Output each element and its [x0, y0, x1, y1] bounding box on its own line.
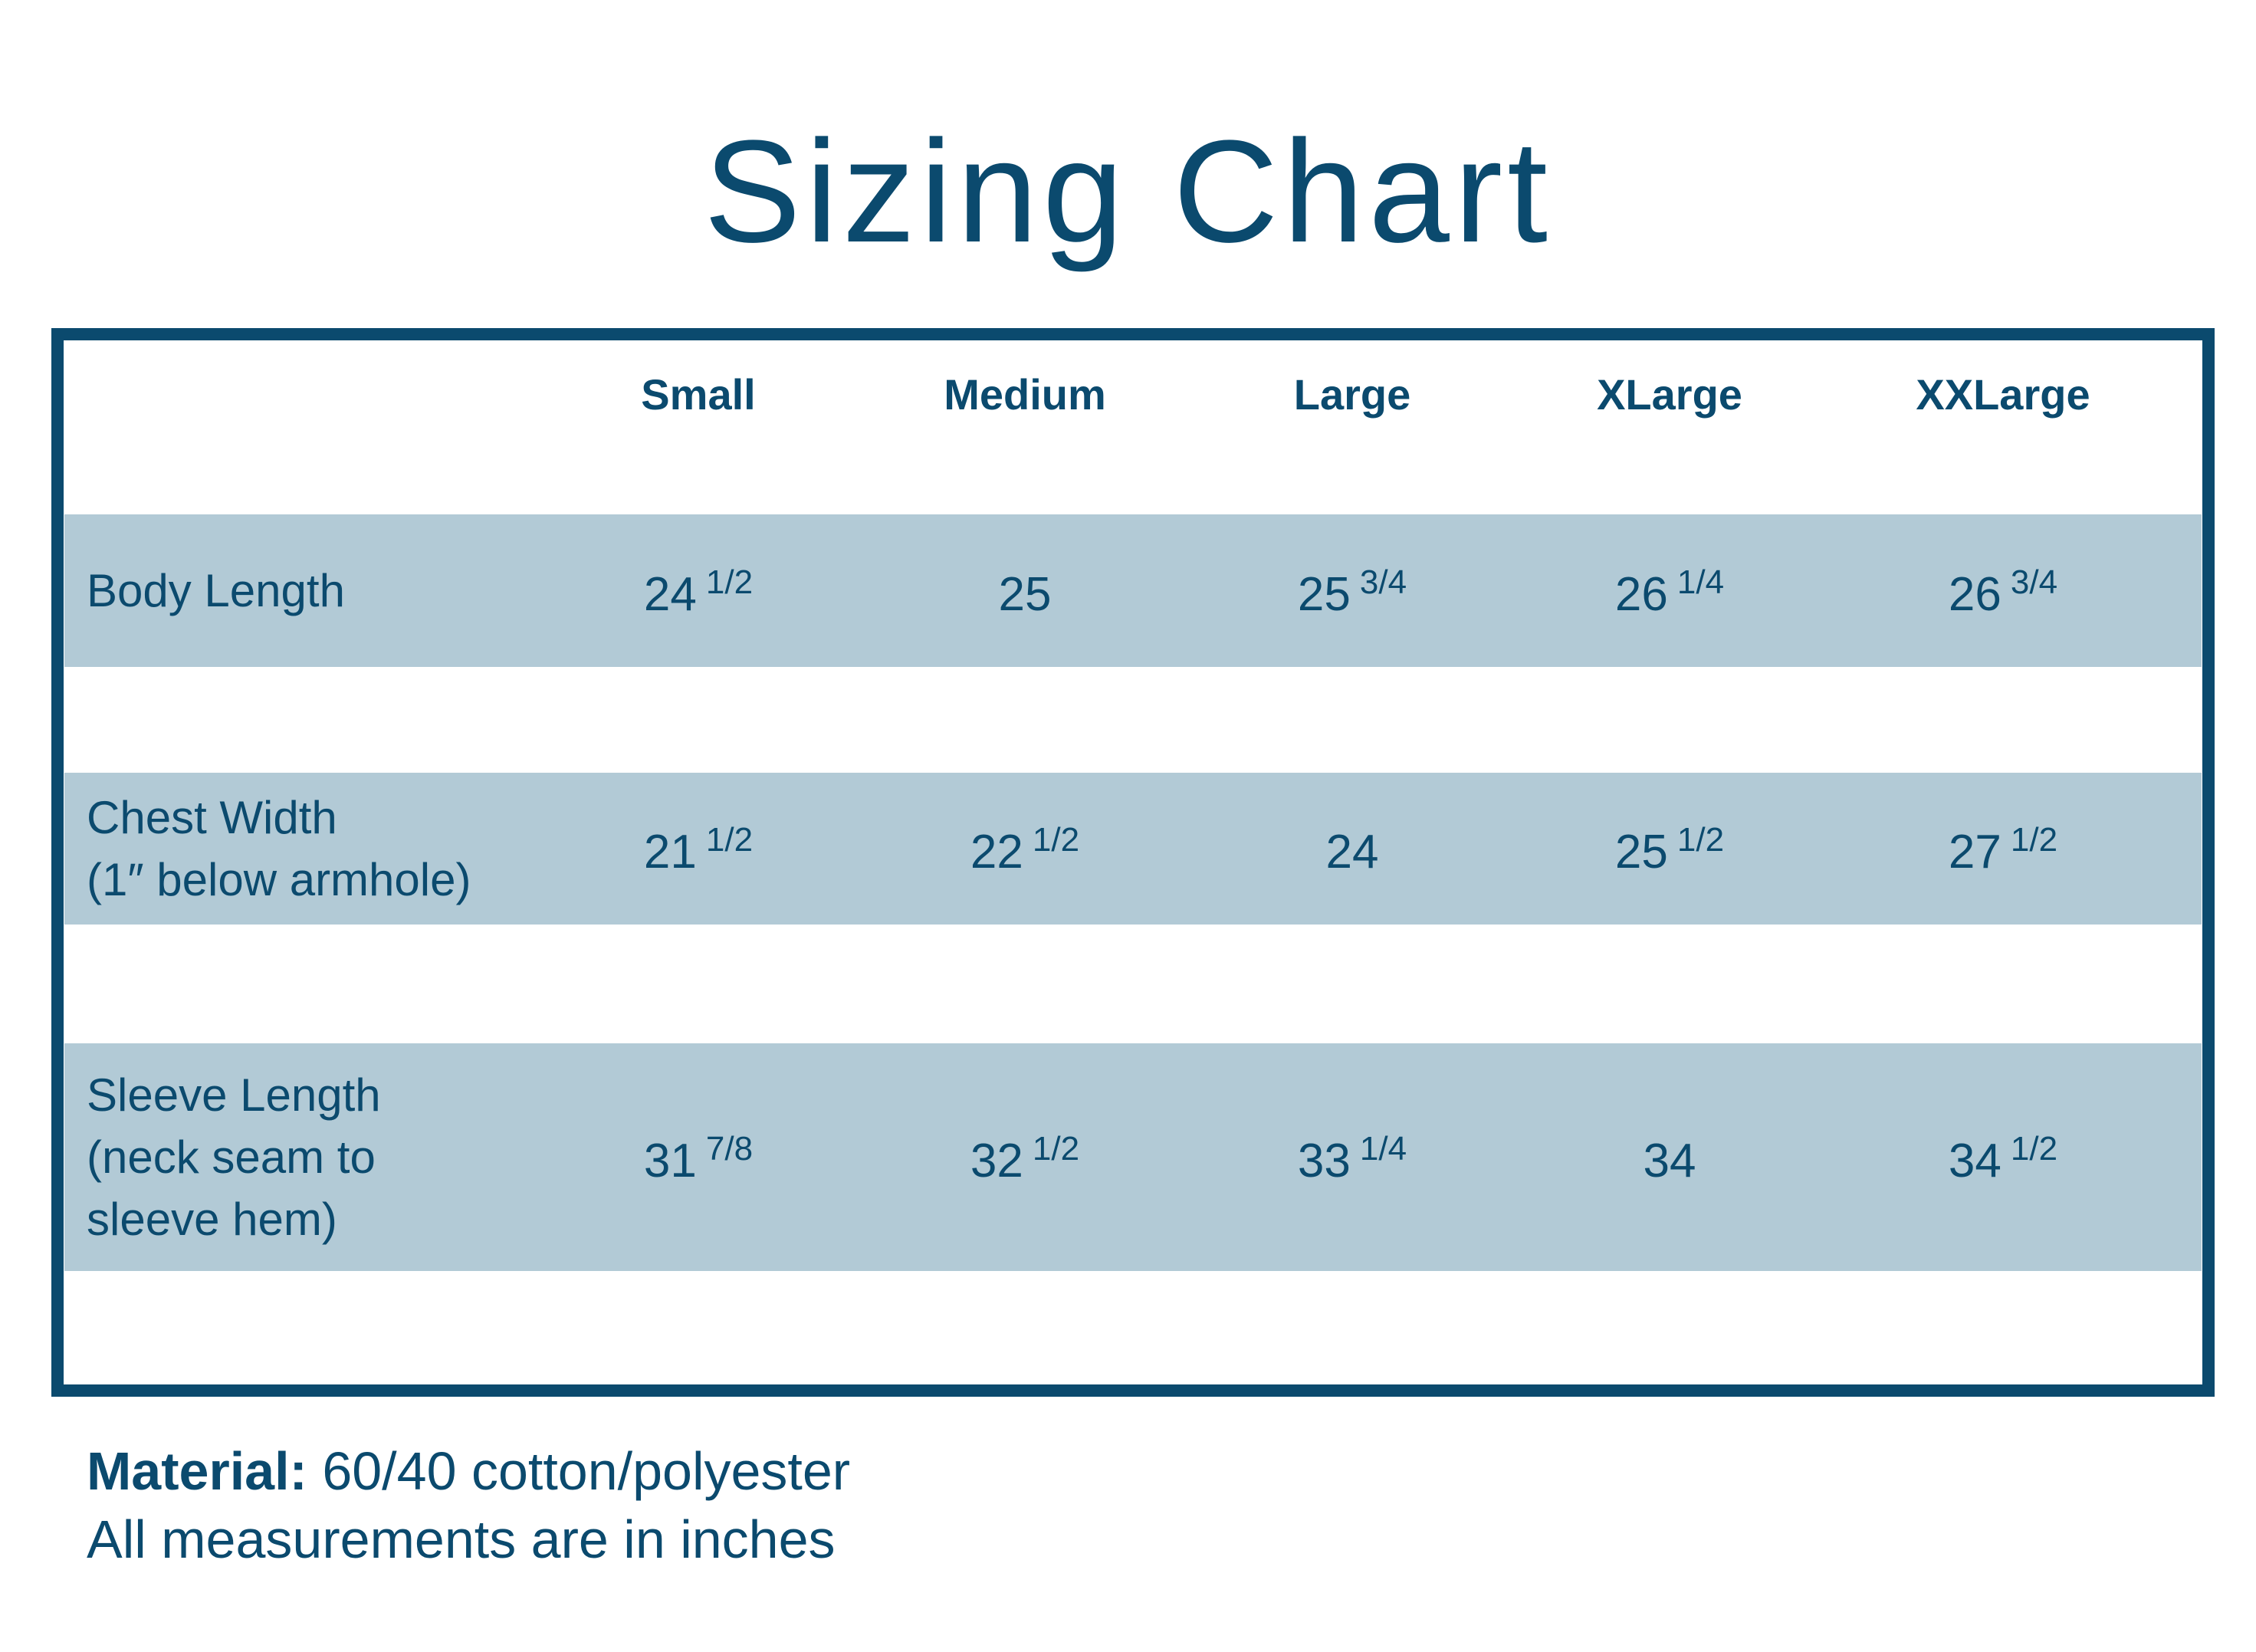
row-label-line: Sleeve Length: [87, 1069, 381, 1121]
measurement-fraction: 1/2: [1676, 821, 1725, 859]
measurement-fraction: 3/4: [1359, 563, 1407, 601]
measurement-fraction: 1/4: [1359, 1129, 1407, 1168]
measurement-cell: 25 1/2: [1614, 821, 1724, 884]
measurement-whole: 25: [998, 567, 1052, 621]
measurement-cell: 25 3/4: [1297, 563, 1407, 626]
measurement-fraction: 1/2: [2010, 821, 2058, 859]
measurement-whole: 34: [1643, 1134, 1696, 1187]
row-label: Sleeve Length (neck seam to sleeve hem): [87, 1064, 381, 1250]
measurement-whole: 33: [1297, 1134, 1351, 1187]
column-header-xxlarge: XXLarge: [1916, 370, 2090, 419]
table-row: [64, 773, 2202, 925]
measurement-whole: 31: [643, 1134, 697, 1187]
row-label-line: Chest Width: [87, 792, 337, 843]
measurement-whole: 32: [970, 1134, 1023, 1187]
table-row: [64, 1043, 2202, 1271]
row-label-line: sleeve hem): [87, 1194, 337, 1245]
measurement-fraction: 1/2: [1032, 1129, 1080, 1168]
measurement-whole: 21: [643, 826, 697, 879]
measurement-cell: 34: [1644, 1135, 1696, 1188]
measurement-fraction: 7/8: [705, 1129, 754, 1168]
measurement-fraction: 1/2: [705, 563, 754, 601]
column-header-small: Small: [641, 370, 756, 419]
row-label-line: (1″ below armhole): [87, 854, 471, 905]
measurement-whole: 25: [1297, 567, 1351, 621]
measurement-whole: 25: [1614, 826, 1668, 879]
measurement-fraction: 1/2: [705, 821, 754, 859]
measurement-fraction: 1/2: [2010, 1129, 2058, 1168]
measurement-cell: 26 1/4: [1614, 563, 1724, 626]
column-header-xlarge: XLarge: [1597, 370, 1742, 419]
material-line: Material: 60/40 cotton/polyester: [87, 1437, 850, 1505]
measurement-note: All measurements are in inches: [87, 1509, 836, 1569]
measurement-cell: 32 1/2: [970, 1130, 1079, 1193]
measurement-fraction: 1/2: [1032, 821, 1080, 859]
measurement-cell: 31 7/8: [643, 1130, 753, 1193]
row-label-line: (neck seam to: [87, 1131, 376, 1183]
measurement-cell: 21 1/2: [643, 821, 753, 884]
measurement-cell: 34 1/2: [1948, 1130, 2057, 1193]
row-label-line: Body Length: [87, 565, 345, 616]
measurement-whole: 24: [1325, 826, 1379, 879]
measurement-cell: 26 3/4: [1948, 563, 2057, 626]
sizing-table-frame: [51, 328, 2215, 1397]
table-row: [64, 514, 2202, 667]
measurement-whole: 27: [1948, 826, 2002, 879]
measurement-cell: 22 1/2: [970, 821, 1079, 884]
measurement-whole: 24: [643, 567, 697, 621]
measurement-cell: 24 1/2: [643, 563, 753, 626]
measurement-fraction: 1/4: [1676, 563, 1725, 601]
measurement-cell: 27 1/2: [1948, 821, 2057, 884]
row-label: Chest Width (1″ below armhole): [87, 787, 471, 911]
measurement-cell: 24: [1326, 826, 1379, 879]
page-title: Sizing Chart: [704, 110, 1552, 273]
column-header-large: Large: [1293, 370, 1411, 419]
measurement-whole: 22: [970, 826, 1023, 879]
material-value: 60/40 cotton/polyester: [307, 1441, 851, 1501]
measurement-cell: 25: [999, 568, 1052, 622]
measurement-whole: 34: [1948, 1134, 2002, 1187]
measurement-cell: 33 1/4: [1297, 1130, 1407, 1193]
measurement-whole: 26: [1948, 567, 2002, 621]
measurement-whole: 26: [1614, 567, 1668, 621]
measurement-fraction: 3/4: [2010, 563, 2058, 601]
column-header-medium: Medium: [944, 370, 1106, 419]
row-label: Body Length: [87, 560, 345, 622]
material-label: Material:: [87, 1441, 307, 1501]
